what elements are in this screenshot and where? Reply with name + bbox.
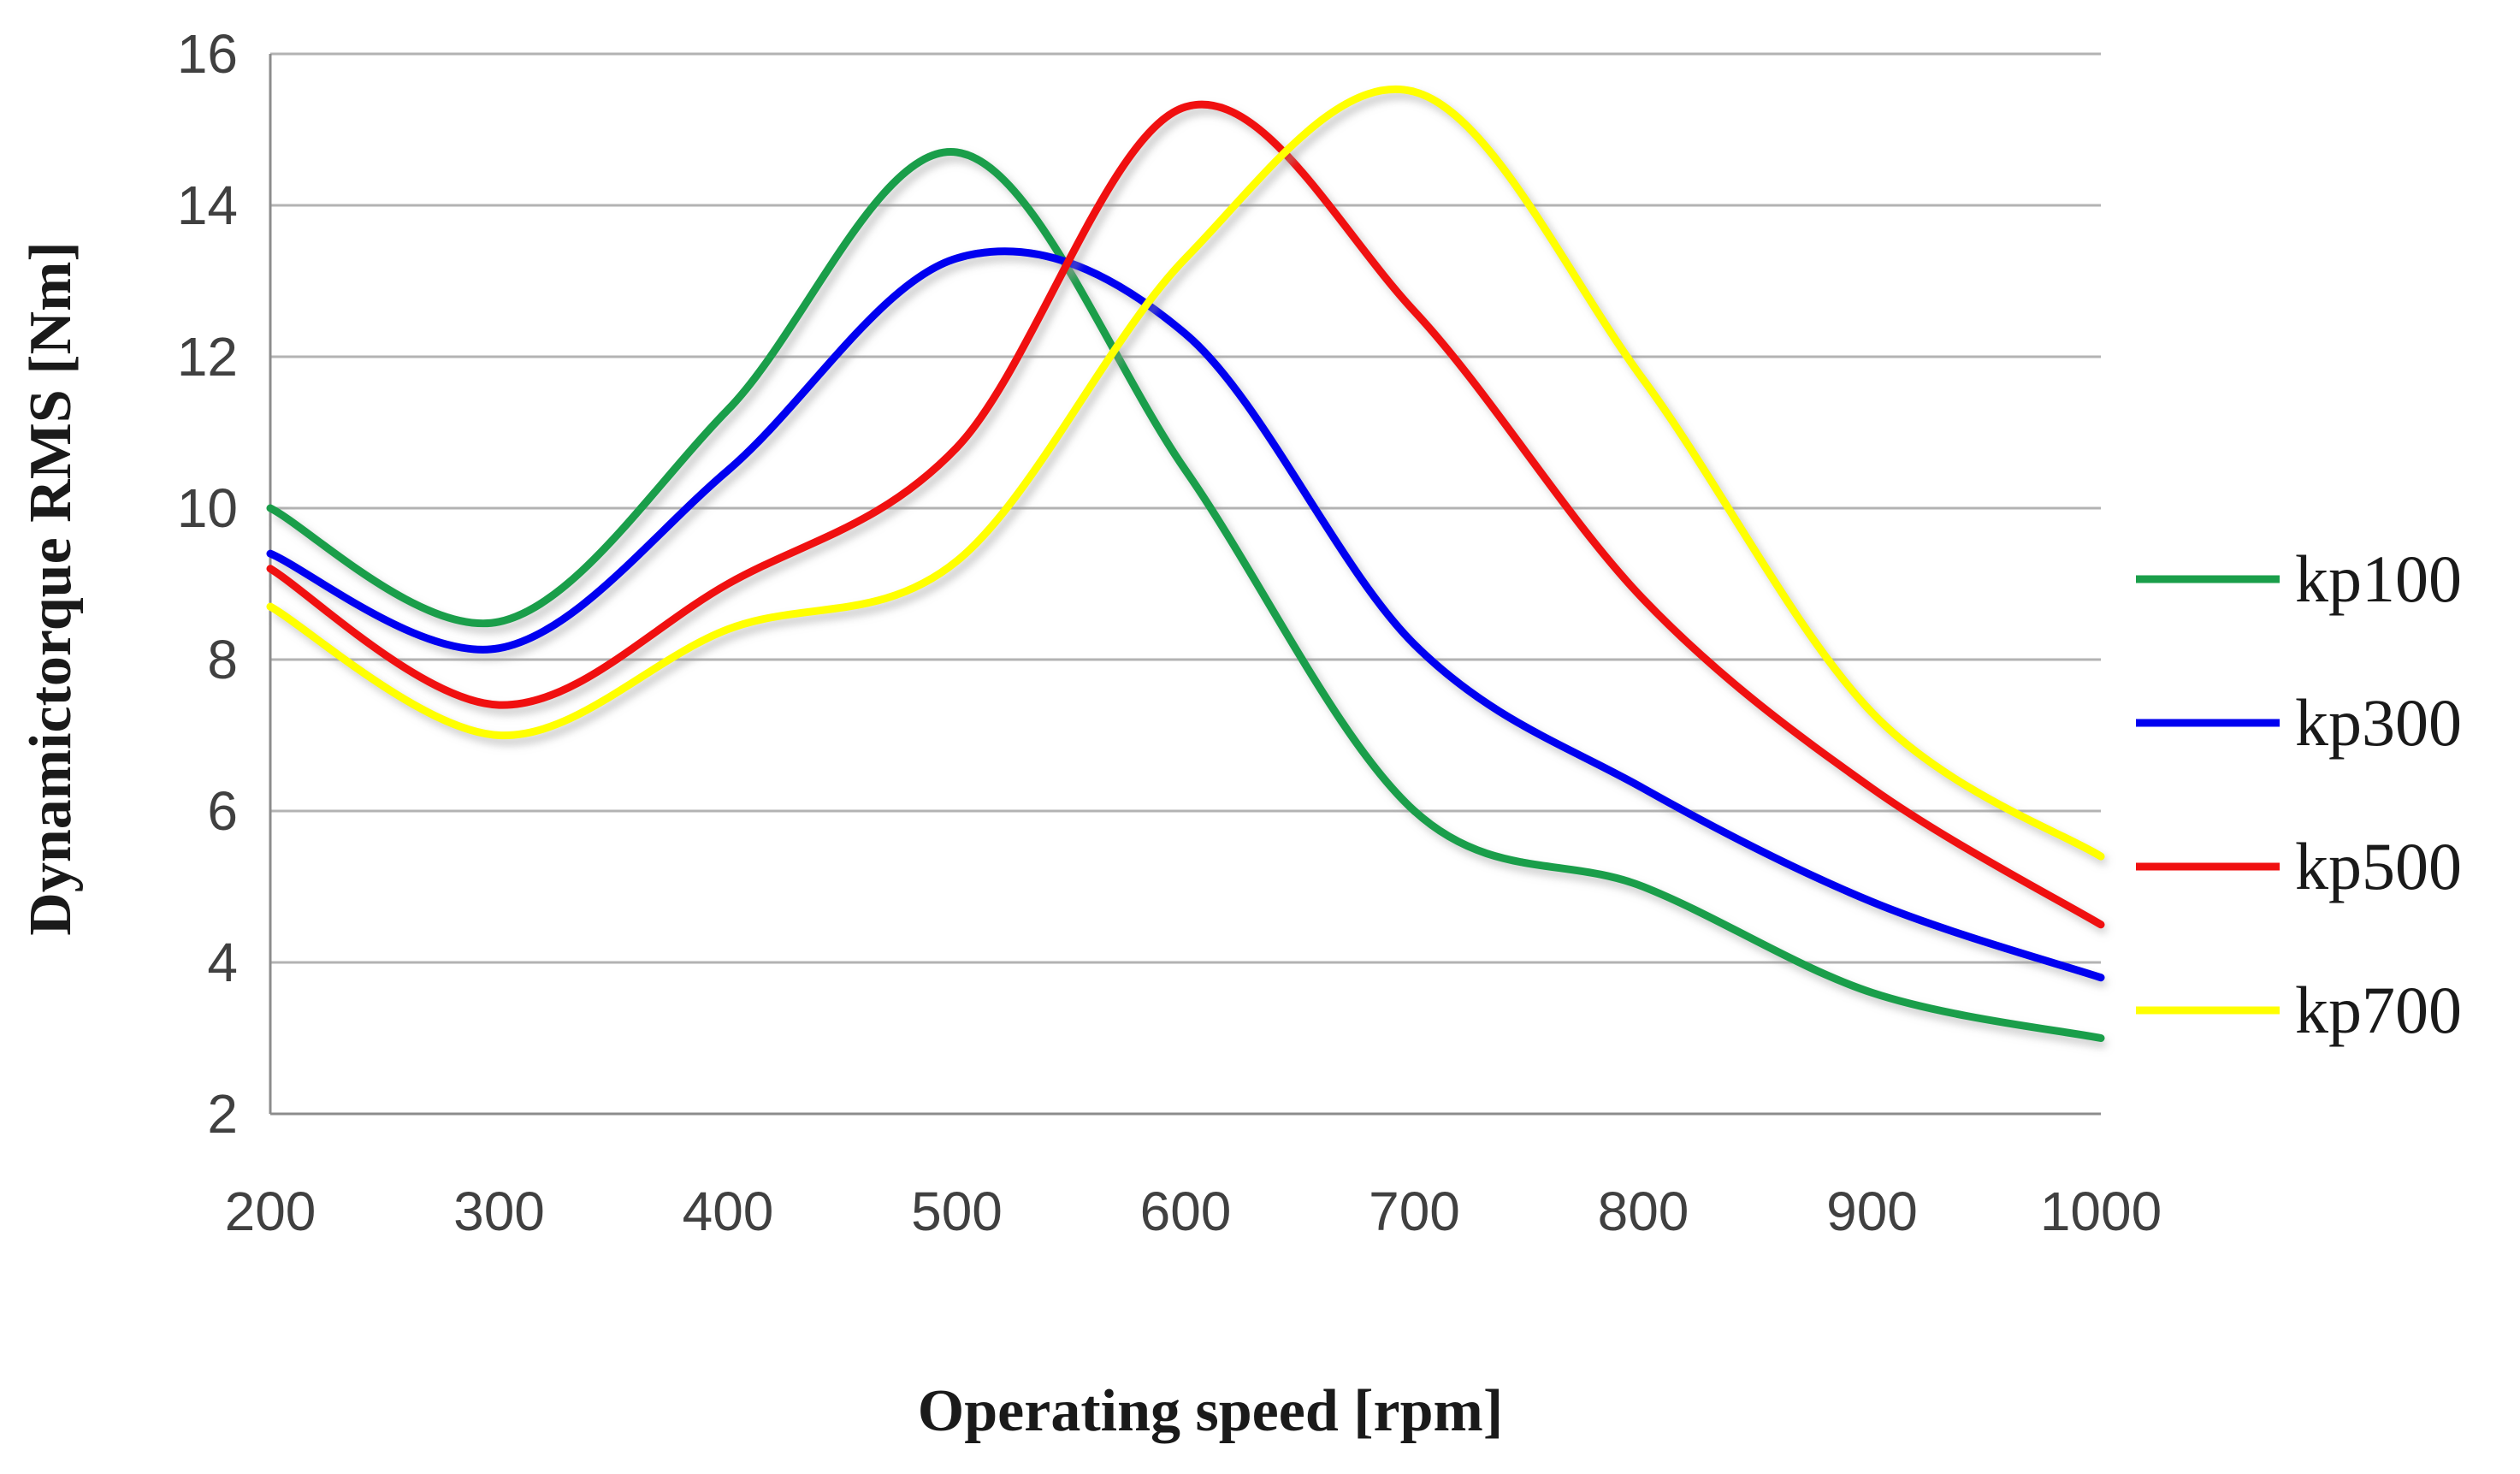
y-tick-label: 2 [207,1083,238,1145]
y-tick-labels: 2 4 6 8 10 12 14 16 [177,23,238,1145]
series-line-kp300 [266,247,2105,982]
x-axis-title: Operating speed [rpm] [918,1378,1503,1444]
legend-label: kp100 [2295,542,2462,616]
x-tick-label: 700 [1369,1181,1460,1242]
legend-item-kp500: kp500 [2136,829,2462,903]
legend-label: kp700 [2295,973,2462,1047]
y-tick-label: 10 [177,477,238,539]
series-lines [266,86,2109,1048]
x-tick-label: 1000 [2040,1181,2162,1242]
legend-item-kp700: kp700 [2136,973,2462,1047]
y-tick-label: 4 [207,932,238,993]
x-tick-label: 500 [911,1181,1003,1242]
y-tick-label: 12 [177,326,238,388]
legend-label: kp500 [2295,829,2462,903]
x-tick-label: 900 [1826,1181,1918,1242]
series-shadow-kp300 [274,253,2108,987]
series-line-kp100 [266,148,2105,1042]
y-tick-label: 8 [207,629,238,690]
x-tick-label: 300 [453,1181,545,1242]
y-tick-label: 14 [177,175,238,236]
y-axis-title: Dynamictorque RMS [Nm] [18,241,84,935]
y-tick-label: 16 [177,23,238,85]
x-tick-label: 200 [225,1181,316,1242]
x-tick-label: 800 [1598,1181,1689,1242]
legend-item-kp100: kp100 [2136,542,2462,616]
x-tick-label: 400 [683,1181,774,1242]
y-tick-label: 6 [207,780,238,842]
gridlines [270,52,2101,964]
legend: kp100 kp300 kp500 kp700 [2136,542,2462,1047]
series-line-kp500 [266,100,2105,929]
legend-item-kp300: kp300 [2136,685,2462,760]
series-line-kp700 [266,86,2105,861]
x-tick-labels: 200 300 400 500 600 700 800 900 1000 [225,1181,2162,1242]
x-tick-label: 600 [1140,1181,1232,1242]
series-shadow-kp500 [273,106,2109,934]
legend-label: kp300 [2295,685,2462,760]
axes [269,54,2101,1116]
